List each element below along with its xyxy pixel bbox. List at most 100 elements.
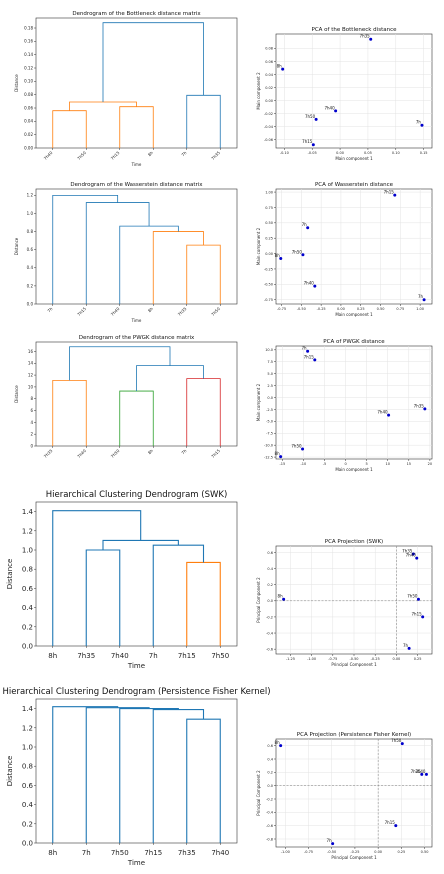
y-tick-label: 7.5 bbox=[267, 360, 273, 364]
y-tick-label: -5.0 bbox=[266, 420, 273, 424]
point-label: 7h35 bbox=[402, 549, 413, 554]
point-label: 7h15 bbox=[384, 190, 395, 195]
x-tick-label: 0.75 bbox=[396, 307, 404, 311]
x-tick-label: -0.50 bbox=[327, 850, 336, 854]
x-tick-label: 0.25 bbox=[357, 307, 365, 311]
y-tick-label: -0.75 bbox=[264, 298, 273, 302]
x-tick-label: 0.50 bbox=[421, 850, 429, 854]
x-tick-label: -5 bbox=[323, 462, 327, 466]
x-tick-label: -1.00 bbox=[281, 850, 290, 854]
chart-panel-3: Dendrogram of the Wasserstein distance m… bbox=[14, 182, 238, 323]
chart-panel-1: Dendrogram of the Bottleneck distance ma… bbox=[14, 11, 238, 167]
y-tick-label: 5.0 bbox=[267, 372, 273, 376]
x-tick-label: -1.00 bbox=[307, 657, 316, 661]
dendrogram-link bbox=[52, 380, 87, 446]
y-axis-label: Principal Component 2 bbox=[256, 770, 261, 816]
data-point bbox=[407, 646, 411, 650]
x-tick-label: 0.25 bbox=[414, 657, 422, 661]
y-tick-label: -0.2 bbox=[266, 797, 273, 801]
y-tick-label: 0.2 bbox=[267, 583, 273, 587]
y-tick-label: 0.4 bbox=[22, 801, 34, 809]
y-axis-label: Distance bbox=[6, 756, 14, 787]
data-point bbox=[331, 842, 335, 846]
chart-title: PCA Projection (SWK) bbox=[325, 539, 383, 545]
y-tick-label: -0.4 bbox=[266, 811, 274, 815]
y-axis-label: Distance bbox=[14, 74, 19, 92]
leaf-label: 7h50 bbox=[210, 306, 221, 317]
y-tick-label: 0.6 bbox=[267, 551, 273, 555]
y-tick-label: 10.0 bbox=[265, 348, 273, 352]
point-label: 7h35 bbox=[411, 769, 422, 774]
dendrogram-link bbox=[119, 106, 154, 148]
plot-area bbox=[35, 188, 238, 305]
y-tick-label: -12.5 bbox=[264, 455, 273, 459]
x-tick-label: -0.05 bbox=[308, 151, 317, 155]
chart-panel-2: PCA of the Bottleneck distance -0.10 -0.05… bbox=[256, 27, 433, 161]
y-tick-label: 0.4 bbox=[22, 604, 34, 612]
y-tick-label: 0.25 bbox=[265, 237, 273, 241]
x-tick-label: 10 bbox=[385, 462, 389, 466]
x-axis-label: Time bbox=[131, 318, 142, 323]
data-point bbox=[400, 742, 404, 746]
x-tick-label: 20 bbox=[428, 462, 432, 466]
y-tick-label: 4 bbox=[30, 420, 33, 425]
point-label: 8h bbox=[275, 253, 281, 258]
dendrogram-link bbox=[186, 718, 221, 843]
point-label: 7h bbox=[418, 294, 424, 299]
x-axis-label: Principal Component 1 bbox=[331, 855, 377, 860]
leaf-label: 8h bbox=[147, 448, 154, 455]
chart-panel-6: PCA of PWGK distance -15 -10 -5 0 5 10 15 20 -12.… bbox=[256, 339, 433, 472]
y-tick-label: 0.2 bbox=[267, 771, 273, 775]
point-label: 7h50 bbox=[291, 443, 302, 448]
y-tick-label: 0.50 bbox=[265, 221, 273, 225]
point-label: 7h40 bbox=[406, 553, 417, 558]
point-label: 7h40 bbox=[324, 105, 335, 110]
plot-area bbox=[275, 345, 433, 460]
x-tick-label: -0.10 bbox=[280, 151, 289, 155]
dendrogram-link bbox=[52, 510, 142, 646]
x-tick-label: -1.25 bbox=[286, 657, 295, 661]
x-tick-label: 0.50 bbox=[377, 307, 385, 311]
y-tick-label: -7.5 bbox=[266, 432, 273, 436]
data-point bbox=[279, 455, 283, 459]
y-tick-label: 0.4 bbox=[267, 567, 273, 571]
chart-title: PCA Projection (Persistence Fisher Kerne… bbox=[297, 732, 411, 738]
x-tick-label: -0.75 bbox=[277, 307, 286, 311]
chart-title: PCA of the Bottleneck distance bbox=[312, 27, 398, 33]
data-point bbox=[415, 556, 419, 560]
leaf-label: 7h bbox=[46, 306, 53, 313]
x-axis-label: Main component 1 bbox=[335, 312, 373, 317]
y-tick-label: 1.4 bbox=[22, 705, 34, 713]
x-tick-label: -10 bbox=[301, 462, 307, 466]
x-tick-label: 0.25 bbox=[397, 850, 405, 854]
y-tick-label: 0.6 bbox=[22, 585, 34, 593]
y-tick-label: 0.6 bbox=[267, 744, 273, 748]
dendrogram-link bbox=[69, 346, 171, 381]
x-tick-label: 1.00 bbox=[416, 307, 424, 311]
leaf-label: 7h15 bbox=[76, 306, 87, 317]
x-axis-label: Main component 1 bbox=[335, 467, 373, 472]
x-axis-label: Time bbox=[127, 859, 145, 867]
data-point bbox=[416, 597, 420, 601]
dendrogram-link bbox=[52, 706, 119, 843]
leaf-label: 7h35 bbox=[77, 652, 95, 660]
point-label: 7h15 bbox=[304, 354, 315, 359]
y-tick-label: 2.5 bbox=[267, 384, 273, 388]
y-tick-label: 0.8 bbox=[22, 763, 33, 771]
leaf-label: 7h15 bbox=[178, 652, 196, 660]
dendrogram-link bbox=[102, 22, 204, 102]
y-tick-label: 0.02 bbox=[265, 86, 273, 90]
y-tick-label: 0.00 bbox=[24, 145, 33, 150]
y-tick-label: 1.0 bbox=[22, 546, 33, 554]
point-label: 7h bbox=[416, 120, 422, 125]
chart-panel-9: Hierarchical Clustering Dendrogram (Pers… bbox=[2, 687, 270, 867]
dendrogram-link bbox=[52, 194, 119, 304]
data-point bbox=[281, 67, 285, 71]
dendrogram-link bbox=[85, 549, 121, 646]
chart-panel-4: PCA of Wasserstein distance -0.75 -0.50 -0.… bbox=[256, 182, 433, 317]
plot-area bbox=[35, 501, 238, 647]
y-axis-label: Distance bbox=[14, 237, 19, 255]
x-tick-label: 0.00 bbox=[392, 657, 400, 661]
y-tick-label: -0.06 bbox=[264, 138, 273, 142]
leaf-label: 7h50 bbox=[211, 652, 229, 660]
